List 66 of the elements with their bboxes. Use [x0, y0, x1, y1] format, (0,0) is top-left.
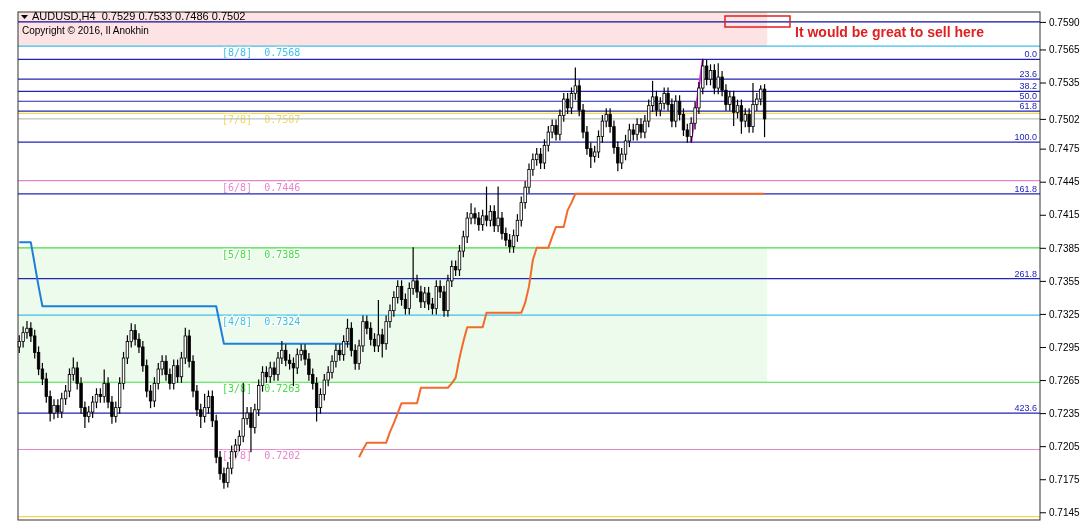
y-tick-label: 0.7235 [1049, 407, 1081, 419]
annotation: 0.0 [1024, 49, 1037, 60]
annotation: It would be great to sell here [795, 24, 985, 40]
ref-line-label: [7/8] 0.7507 [222, 114, 301, 126]
candlestick [249, 407, 253, 453]
candlestick [708, 64, 713, 86]
y-tick-label: 0.7175 [1049, 473, 1081, 485]
y-tick-label: 0.7205 [1049, 440, 1081, 452]
y-tick-label: 0.7355 [1049, 275, 1081, 287]
chart-title: AUDUSD,H4 0.7529 0.7533 0.7486 0.7502 [32, 10, 246, 22]
candlestick [175, 359, 180, 383]
y-tick-label: 0.7502 [1049, 113, 1081, 125]
y-tick-label: 0.7445 [1049, 176, 1081, 188]
candlestick [728, 90, 732, 111]
y-tick-label: 0.7265 [1049, 374, 1081, 386]
annotation: 50.0 [1019, 91, 1037, 102]
annotation: 100.0 [1014, 132, 1037, 143]
candlestick [67, 368, 72, 398]
candlestick [635, 118, 639, 141]
y-tick-label: 0.7145 [1049, 506, 1081, 518]
candlestick [52, 399, 56, 420]
candlestick [732, 90, 736, 127]
ref-line-label: [5/8] 0.7385 [222, 248, 301, 260]
y-tick-label: 0.7325 [1049, 308, 1081, 320]
annotation: Copyright © 2016, Il Anokhin [22, 25, 149, 36]
candlestick [747, 108, 751, 133]
candlestick [284, 344, 288, 367]
candlestick [426, 286, 431, 311]
candlestick [423, 286, 427, 308]
y-tick-label: 0.7590 [1049, 16, 1081, 28]
candlestick [751, 83, 755, 133]
candlestick [268, 361, 272, 383]
candlestick [704, 59, 709, 86]
candlestick [554, 119, 558, 141]
candlestick [399, 280, 404, 306]
candlestick [434, 280, 438, 315]
candlestick [376, 300, 381, 352]
candlestick [102, 369, 106, 403]
annotation: 161.8 [1014, 183, 1037, 194]
annotation: 23.6 [1019, 69, 1037, 80]
candlestick [496, 186, 500, 232]
line-series [358, 192, 766, 459]
candlestick [56, 399, 60, 419]
annotation: 38.2 [1019, 81, 1037, 92]
ref-line-label: [8/8] 0.7568 [222, 47, 301, 59]
ref-line-label: [6/8] 0.7446 [222, 181, 301, 193]
y-tick-label: 0.7415 [1049, 209, 1081, 221]
candlestick [639, 118, 643, 139]
ref-line-label: [4/8] 0.7324 [222, 316, 301, 328]
y-tick-label: 0.7385 [1049, 242, 1081, 254]
candlestick [484, 186, 489, 227]
candlestick [716, 63, 720, 95]
candlestick [565, 92, 570, 114]
annotation: 61.8 [1019, 101, 1037, 112]
y-tick-label: 0.7535 [1049, 77, 1081, 89]
candlestick [674, 95, 678, 128]
annotation: 261.8 [1014, 268, 1037, 279]
y-tick-label: 0.7295 [1049, 341, 1081, 353]
candlestick [712, 64, 717, 95]
candlestick [569, 87, 574, 114]
annotation: 423.6 [1014, 403, 1037, 414]
y-tick-label: 0.7475 [1049, 143, 1081, 155]
y-tick-label: 0.7565 [1049, 44, 1081, 56]
candlestick [272, 361, 276, 381]
candlestick [202, 393, 207, 423]
candlestick [172, 359, 176, 390]
